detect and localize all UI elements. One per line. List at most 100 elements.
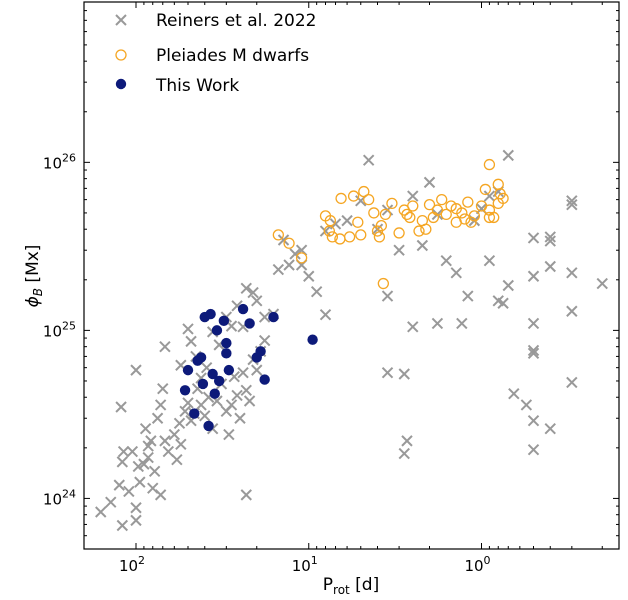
reiners-point — [401, 435, 413, 447]
reiners-point — [142, 451, 154, 464]
reiners-point — [527, 443, 540, 456]
reiners-point — [544, 231, 556, 243]
reiners-point — [450, 267, 462, 279]
x-axis-label: Prot [d] — [323, 575, 379, 597]
this-work-point — [179, 385, 191, 396]
legend-marker-x — [115, 14, 127, 26]
y-axis-label: ϕB [Mx] — [23, 245, 45, 308]
pleiades-point — [368, 207, 380, 219]
reiners-point — [566, 376, 578, 389]
reiners-point — [237, 366, 249, 379]
x-axis-ticks: 102 101 100 — [83, 2, 603, 575]
reiners-point — [171, 453, 183, 466]
reiners-point — [247, 286, 259, 299]
reiners-point — [462, 290, 474, 302]
pleiades-point — [401, 208, 413, 221]
reiners-point — [527, 415, 540, 427]
pleiades-point — [488, 211, 500, 224]
reiners-point — [310, 285, 323, 298]
reiners-point — [407, 321, 419, 333]
legend-label-reiners: Reiners et al. 2022 — [156, 11, 316, 31]
pleiades-point — [407, 200, 419, 212]
reiners-point — [520, 399, 533, 411]
reiners-point — [240, 282, 252, 295]
reiners-point — [116, 519, 129, 532]
reiners-point — [243, 395, 256, 407]
reiners-point — [159, 340, 171, 353]
reiners-point — [319, 225, 332, 237]
pleiades-point — [468, 210, 481, 222]
reiners-point — [272, 263, 285, 276]
pleiades-point — [379, 208, 392, 221]
reiners-point — [168, 428, 181, 441]
pleiades-point — [479, 183, 492, 196]
this-work-point — [218, 315, 230, 327]
reiners-point — [234, 412, 246, 424]
this-work-point — [189, 408, 200, 419]
y-tick-label: 1024 — [43, 487, 76, 508]
pleiades-point — [492, 178, 504, 190]
pleiades-point — [283, 237, 295, 249]
reiners-point — [407, 190, 419, 202]
reiners-point — [105, 496, 117, 508]
reiners-point — [527, 344, 540, 357]
reiners-point — [113, 479, 125, 491]
pleiades-point — [483, 211, 496, 224]
pleiades-point — [445, 200, 457, 212]
this-work-point — [182, 364, 194, 376]
this-work-point — [195, 352, 207, 363]
pleiades-point — [462, 196, 474, 208]
reiners-point — [381, 366, 394, 379]
reiners-point — [398, 368, 410, 380]
reiners-point — [544, 235, 556, 247]
legend-entry-pleiades: Pleiades M dwarfs — [115, 46, 309, 66]
reiners-point — [393, 244, 405, 256]
pleiades-point — [377, 277, 390, 290]
reiners-point — [95, 506, 107, 518]
legend-marker-filled-circle — [115, 78, 127, 90]
this-work-point — [244, 318, 255, 329]
reiners-point — [223, 428, 235, 441]
pleiades-point — [423, 199, 436, 211]
legend-label-pleiades: Pleiades M dwarfs — [156, 46, 309, 66]
this-work-point — [223, 364, 235, 376]
reiners-point — [283, 259, 295, 271]
reiners-point — [527, 317, 540, 330]
reiners-point — [527, 232, 540, 244]
pleiades-point — [335, 192, 347, 205]
legend-marker-open-circle — [115, 49, 127, 61]
data-points — [95, 149, 608, 532]
legend: Reiners et al. 2022 Pleiades M dwarfs Th… — [115, 11, 316, 96]
pleiades-point — [363, 193, 375, 206]
reiners-point — [154, 489, 167, 501]
reiners-point — [148, 465, 161, 478]
reiners-point — [431, 317, 444, 330]
reiners-point — [277, 234, 290, 246]
legend-label-this-work: This Work — [155, 76, 239, 96]
reiners-point — [240, 384, 252, 397]
this-work-point — [211, 325, 223, 336]
this-work-point — [209, 388, 220, 399]
pleiades-point — [355, 229, 367, 241]
reiners-point — [123, 485, 135, 498]
reiners-point — [182, 323, 194, 335]
reiners-point — [566, 267, 578, 279]
legend-entry-reiners: Reiners et al. 2022 — [115, 11, 316, 31]
plot-frame — [83, 1, 620, 550]
reiners-point — [231, 389, 243, 402]
reiners-point — [362, 154, 375, 166]
reiners-point — [240, 489, 252, 501]
legend-entry-this-work: This Work — [115, 76, 239, 96]
pleiades-point — [459, 213, 471, 225]
pleiades-point — [483, 158, 496, 171]
pleiades-point — [323, 225, 335, 237]
reiners-point — [289, 248, 301, 260]
reiners-point — [258, 334, 271, 347]
pleiades-point — [373, 231, 386, 243]
reiners-point — [381, 290, 394, 302]
reiners-point — [566, 305, 578, 317]
pleiades-point — [494, 188, 506, 200]
reiners-point — [130, 502, 142, 514]
reiners-point — [154, 399, 167, 411]
